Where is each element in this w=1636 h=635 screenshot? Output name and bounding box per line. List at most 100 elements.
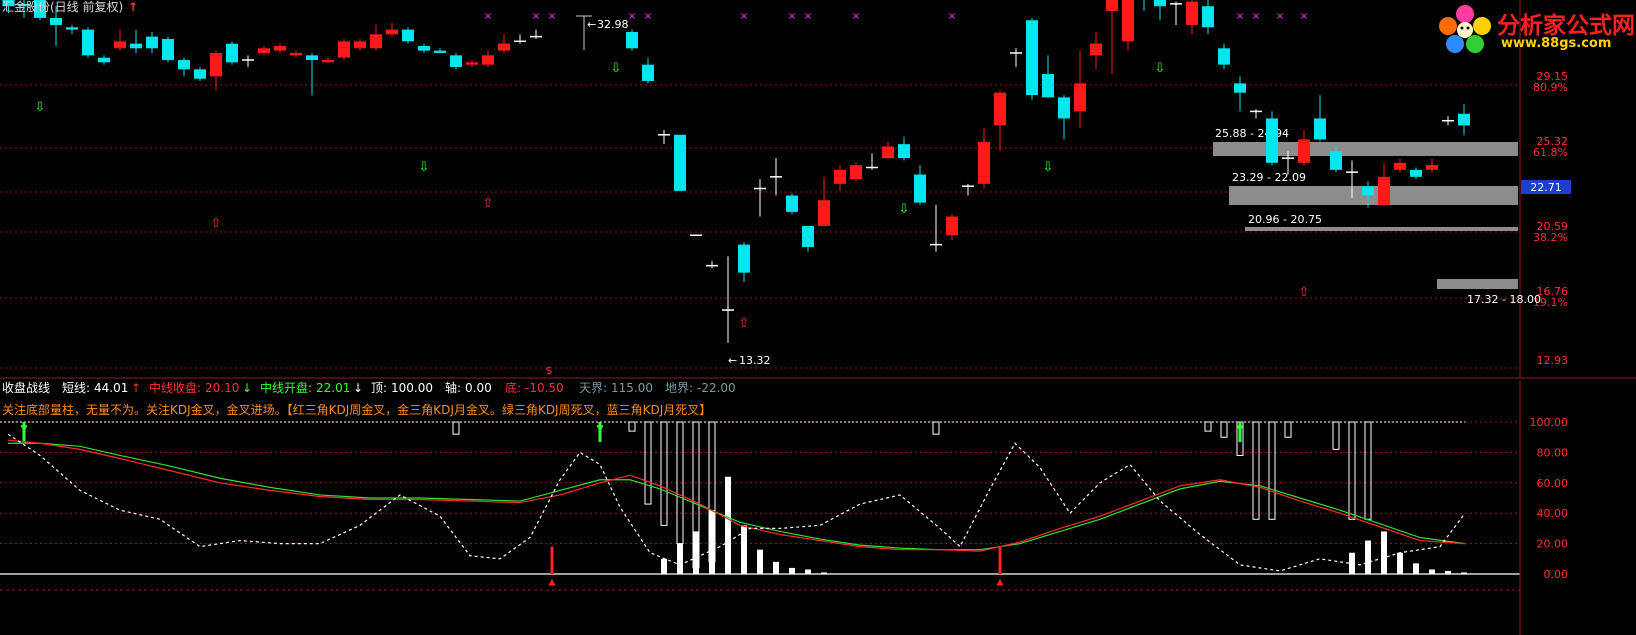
candle-body	[1154, 0, 1166, 7]
sell-arrow-icon: ⇩	[1155, 61, 1166, 76]
volume-bar	[677, 543, 683, 574]
indicator-item-value: 100.00	[391, 381, 433, 395]
indicator-axis-label: 100.00	[1530, 416, 1569, 429]
volume-bar	[757, 549, 763, 574]
indicator-item-label: 顶:	[371, 381, 388, 395]
red-triangle-icon: ▲	[549, 578, 556, 588]
candle-body	[466, 62, 478, 65]
hanging-volume-bar	[932, 421, 940, 435]
indicator-trend-arrow-icon: ↓	[242, 381, 253, 395]
hanging-volume-bar	[1252, 421, 1260, 520]
candle-body	[434, 50, 446, 53]
indicator-item-label: 地界:	[665, 381, 694, 395]
candle-body	[1330, 151, 1342, 170]
candle-body	[850, 165, 862, 180]
hanging-volume-bar	[1348, 421, 1356, 520]
candle-body	[1234, 83, 1246, 93]
candle-body	[1298, 139, 1310, 163]
indicator-trend-arrow-icon: ↑	[131, 381, 142, 395]
green-signal-bar	[598, 422, 602, 442]
signal-x-icon: ×	[548, 11, 556, 22]
volume-bar	[1429, 569, 1435, 574]
signal-bar	[550, 546, 554, 574]
volume-bar	[725, 476, 731, 574]
candle-body	[498, 43, 510, 51]
candle-body	[450, 55, 462, 68]
volume-bar	[709, 510, 715, 574]
hanging-volume-bar	[1268, 421, 1276, 520]
candle-body	[1026, 20, 1038, 96]
fib-pct-label: 61.8%	[1533, 146, 1568, 159]
green-triangle-icon: ▼	[1237, 424, 1244, 434]
candle-body	[898, 144, 910, 159]
volume-bar	[1381, 531, 1387, 574]
indicator-item-label: 天界:	[579, 381, 608, 395]
support-range-box	[1213, 142, 1518, 156]
candle-body	[418, 45, 430, 51]
candle-body	[402, 29, 414, 42]
candle-body	[194, 69, 206, 79]
candle-body	[674, 134, 686, 191]
candle-body	[1378, 176, 1390, 205]
red-triangle-icon: ▲	[997, 578, 1004, 588]
indicator-note: 关注底部量柱，无量不为。关注KDJ金叉，金叉进场。【红三角KDJ周金叉，金三角K…	[2, 403, 712, 417]
candle-body	[66, 27, 78, 30]
medium-open-line	[8, 442, 1466, 551]
hanging-volume-bar	[1332, 421, 1340, 450]
volume-bar	[693, 531, 699, 574]
indicator-item-value: 22.01	[316, 381, 351, 395]
green-signal-bar	[1238, 422, 1242, 442]
candle-body	[274, 45, 286, 51]
indicator-item-value: -22.00	[697, 381, 736, 395]
candle-body	[1122, 0, 1134, 42]
flower-logo-icon	[1439, 5, 1491, 53]
indicator-axis-label: 80.00	[1537, 446, 1569, 459]
volume-bar	[773, 561, 779, 574]
candle-body	[1426, 165, 1438, 170]
indicator-name: 收盘战线	[2, 381, 51, 395]
buy-arrow-icon: ⇧	[739, 316, 750, 331]
hanging-volume-bar	[1220, 421, 1228, 438]
candle-body	[1362, 186, 1374, 196]
price-axis-label: 16.76	[1537, 285, 1569, 298]
candle-body	[626, 31, 638, 49]
logo-text: 分析家公式网	[1497, 13, 1635, 39]
signal-x-icon: ×	[948, 11, 956, 22]
candle-body	[994, 92, 1006, 126]
candle-body	[258, 48, 270, 53]
sell-arrow-icon: ⇩	[35, 100, 46, 115]
signal-x-icon: ×	[740, 11, 748, 22]
signal-x-icon: ×	[484, 11, 492, 22]
volume-bar	[805, 569, 811, 574]
range-label: 20.96 - 20.75	[1248, 213, 1322, 226]
buy-arrow-icon: ⇧	[1299, 285, 1310, 300]
signal-x-icon: ×	[644, 11, 652, 22]
candle-body	[834, 169, 846, 184]
sell-arrow-icon: ⇩	[419, 160, 430, 175]
fib-pct-label: 19.1%	[1533, 296, 1568, 309]
candle-body	[354, 41, 366, 49]
candle-body	[130, 43, 142, 49]
candle-body	[290, 52, 302, 56]
volume-bar	[789, 567, 795, 574]
candle-body	[1458, 113, 1470, 126]
medium-close-line	[7, 439, 1466, 552]
candle-body	[978, 141, 990, 184]
sell-arrow-icon: ⇩	[611, 61, 622, 76]
candle-body	[818, 200, 830, 226]
candle-body	[226, 43, 238, 63]
candle-body	[482, 55, 494, 65]
candle-body	[210, 52, 222, 77]
candle-body	[1090, 43, 1102, 56]
indicator-item-value: 115.00	[611, 381, 653, 395]
indicator-axis-label: 20.00	[1537, 538, 1569, 551]
indicator-item-label: 短线:	[62, 381, 91, 395]
candle-body	[1058, 97, 1070, 119]
hanging-volume-bar	[1284, 421, 1292, 438]
price-axis-label: 29.15	[1537, 70, 1569, 83]
candle-body	[1186, 1, 1198, 25]
candle-body	[178, 59, 190, 70]
signal-x-icon: ×	[1236, 11, 1244, 22]
volume-bar	[1349, 552, 1355, 574]
